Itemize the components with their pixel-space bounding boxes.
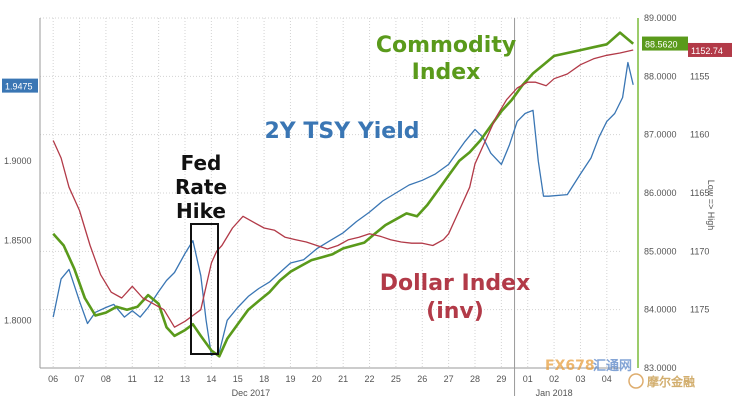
x-tick-label: 02 [549,374,559,384]
fed-hike-box [190,223,219,355]
y-mid-tick-label: 86.0000 [644,188,677,198]
series-line-mid [52,31,635,358]
y-mid-tick-label: 84.0000 [644,305,677,315]
annotation-dollar-line2: (inv) [426,299,484,324]
y-mid-tick-label: 88.0000 [644,71,677,81]
x-tick-label: 11 [128,374,137,384]
x-tick-label: 21 [338,374,348,384]
x-tick-label: 25 [391,374,401,384]
x-tick-label: 01 [523,374,533,384]
x-tick-label: 06 [48,374,58,384]
axes: 06 07 08 11 12 13 14 15 18 19 20 21 22 25 26 27 28 29 01 02… [2,13,732,398]
series-line-left [52,61,634,356]
annotation-fed-line1: Fed [181,151,222,175]
watermark-fx678: FX678 [545,358,595,374]
y-left-tick-label: 1.9000 [4,156,32,166]
annotation-dollar-line1: Dollar Index [380,271,531,296]
annotation-fed-line3: Hike [176,199,226,223]
x-tick-label: 14 [206,374,216,384]
watermark-logo-icon [628,373,644,389]
right-axis-label: Low => High [706,180,716,231]
watermark-huitong: 汇通网 [593,358,632,374]
series-line-right [52,49,634,328]
x-tick-label: 12 [154,374,164,384]
y-mid-tick-label: 87.0000 [644,130,677,140]
y-mid-last-value: 88.5620 [645,40,678,50]
y-right-last-value: 1152.74 [691,46,723,56]
x-tick-label: 15 [233,374,243,384]
y-left-tick-label: 1.8000 [4,315,32,325]
x-tick-label: 08 [101,374,111,384]
grid [40,17,620,369]
y-left-last-value: 1.9475 [5,82,33,92]
y-mid-tick-label: 85.0000 [644,246,677,256]
y-right-tick-label: 1165 [690,188,709,198]
x-tick-label: 13 [180,374,190,384]
x-tick-label: 28 [470,374,480,384]
series-group [52,31,635,358]
x-tick-label: 07 [75,374,85,384]
x-tick-label: 18 [259,374,269,384]
watermark-moer: 摩尔金融 [647,374,695,389]
annotation-commodity-line2: Index [412,60,481,85]
x-tick-label: 29 [496,374,506,384]
y-right-tick-label: 1155 [690,71,709,81]
annotation-tsy-yield: 2Y TSY Yield [264,119,419,144]
x-tick-label: 19 [285,374,295,384]
x-tick-label: 04 [602,374,612,384]
y-right-tick-label: 1160 [690,130,709,140]
annotation-commodity-line1: Commodity [376,33,516,58]
x-tick-label: 22 [365,374,375,384]
x-tick-label: 27 [444,374,454,384]
y-left-tick-label: 1.8500 [4,236,32,246]
x-tick-label: 03 [575,374,585,384]
annotation-fed-line2: Rate [175,175,227,199]
x-group-label: Jan 2018 [536,388,573,398]
y-right-tick-label: 1175 [690,305,709,315]
y-right-last-value-bg [688,42,732,57]
y-right-tick-label: 1170 [690,246,709,256]
y-mid-tick-label: 89.0000 [644,13,677,23]
y-left-last-value-bg [2,78,38,93]
y-mid-last-value-bg [642,36,688,51]
x-tick-label: 20 [312,374,322,384]
y-mid-tick-label: 83.0000 [644,363,677,373]
x-group-label: Dec 2017 [232,388,271,398]
x-tick-label: 26 [417,374,427,384]
